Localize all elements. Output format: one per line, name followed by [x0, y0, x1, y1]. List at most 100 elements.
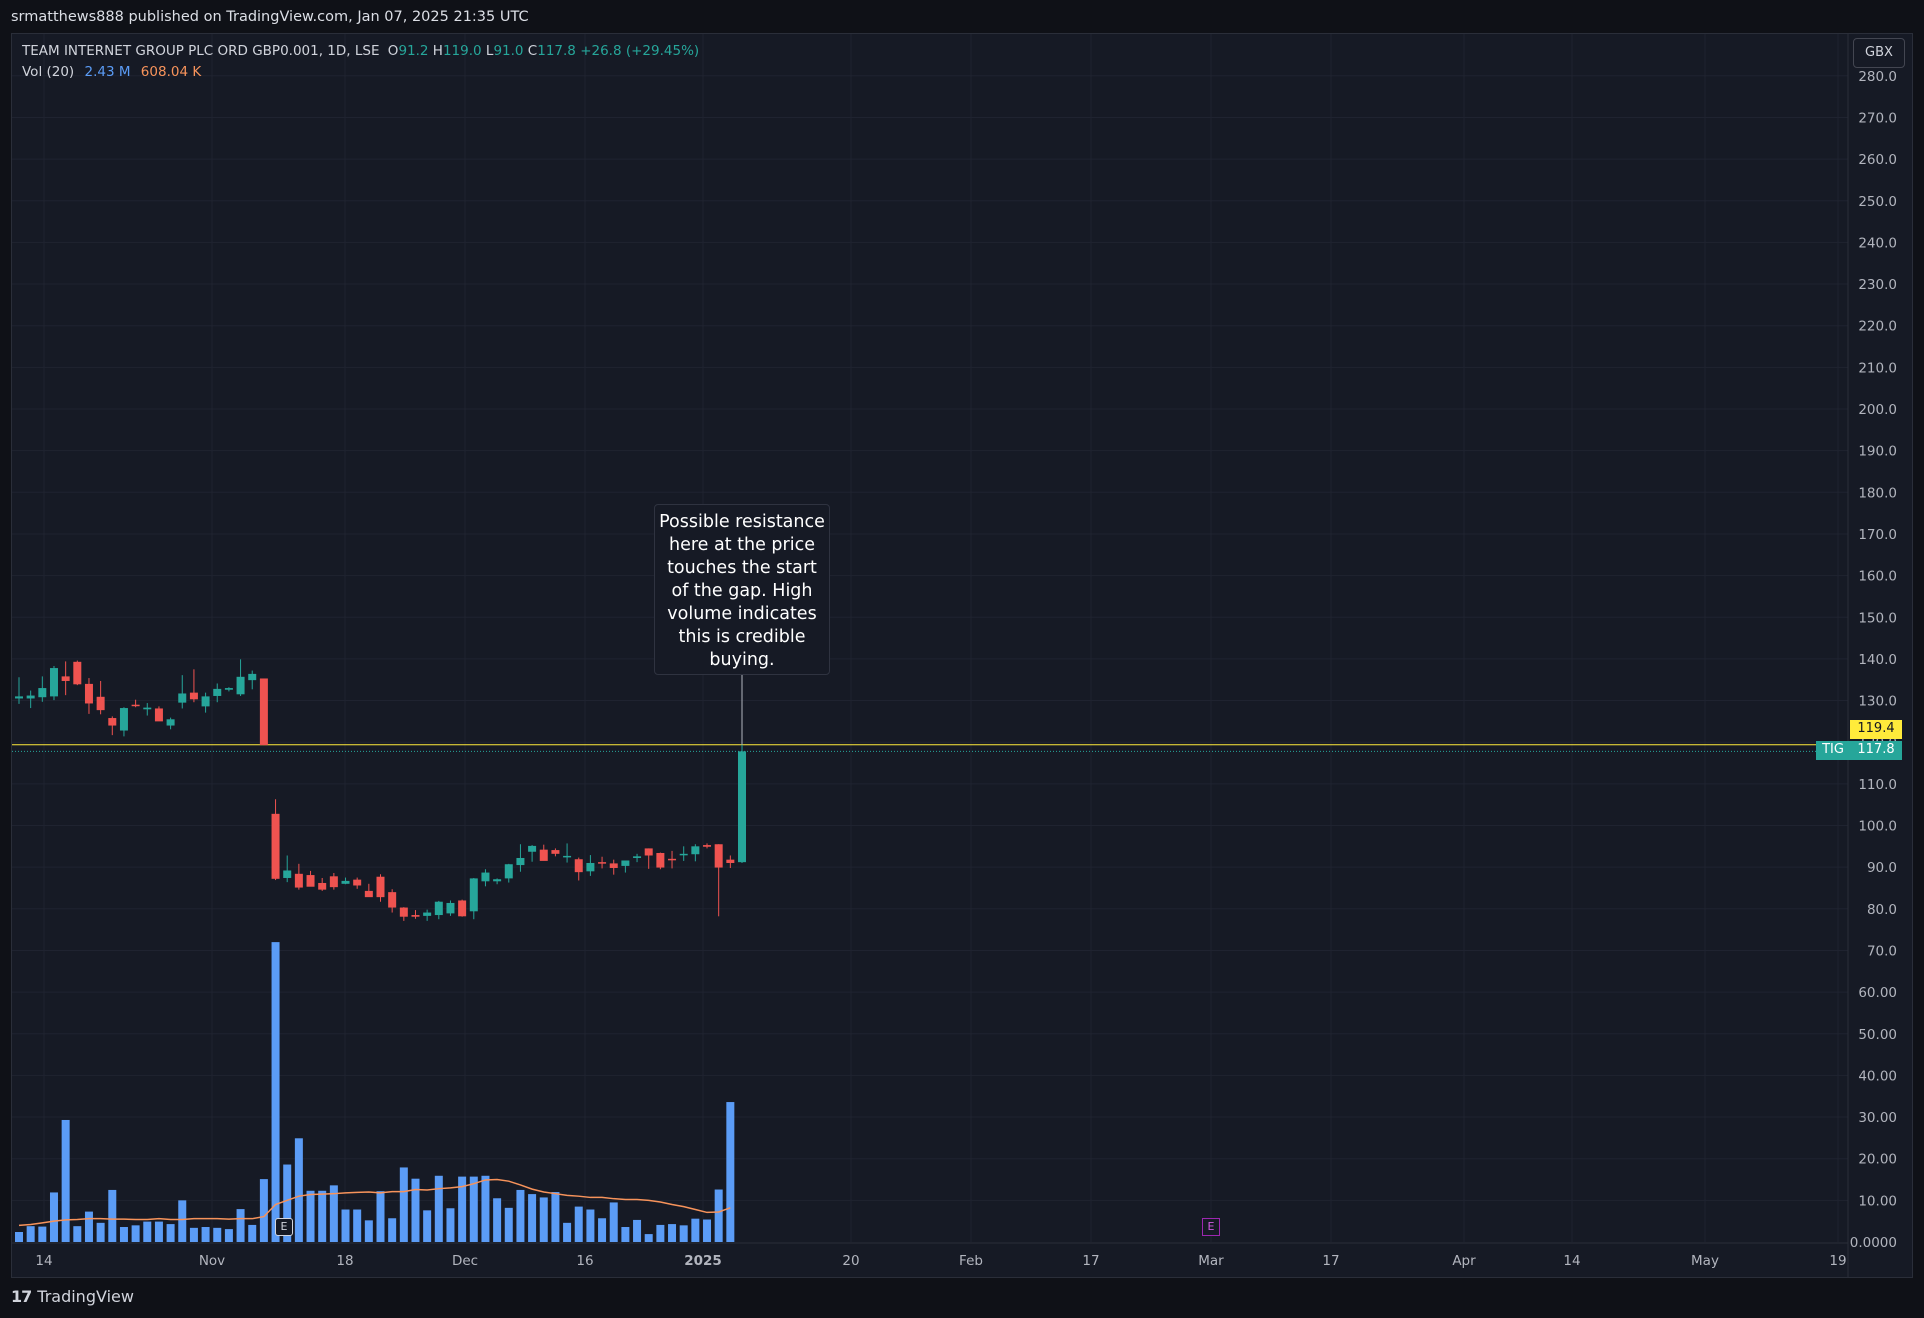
candle-body	[154, 708, 163, 722]
candle-body	[329, 876, 338, 888]
candle-body	[644, 848, 653, 856]
legend-high-value: 119.0	[442, 43, 482, 59]
volume-bar	[586, 1209, 595, 1242]
volume-bar	[726, 1102, 735, 1242]
x-tick-label: 17	[1082, 1253, 1099, 1269]
volume-bar	[598, 1218, 607, 1242]
candle-body	[119, 708, 128, 731]
y-tick-label: 170.0	[1858, 527, 1897, 543]
volume-bar	[528, 1194, 537, 1242]
candle-body	[551, 850, 560, 854]
tradingview-logo-icon: 17	[11, 1287, 32, 1306]
legend-close-label: C	[527, 43, 538, 59]
candle-body	[26, 695, 35, 699]
candle-body	[738, 751, 746, 863]
y-tick-label: 210.0	[1858, 360, 1897, 376]
volume-bar	[283, 1164, 292, 1242]
y-tick-label: 150.0	[1858, 610, 1897, 626]
candle-body	[633, 856, 642, 858]
y-tick-label: 190.0	[1858, 444, 1897, 460]
legend-low-value: 91.0	[493, 43, 524, 59]
candle-body	[714, 844, 723, 868]
candle-body	[493, 879, 502, 882]
candle-body	[411, 915, 420, 917]
earnings-marker-upcoming[interactable]: E	[1202, 1218, 1220, 1236]
candle-body	[84, 683, 93, 704]
candle-body	[481, 872, 490, 882]
candle-body	[213, 688, 222, 696]
volume-bar	[329, 1185, 338, 1242]
footer-brand: 17 TradingView	[11, 1287, 134, 1306]
y-tick-label: 220.0	[1858, 319, 1897, 335]
candle-body	[539, 849, 548, 861]
legend-high-label: H	[432, 43, 443, 59]
candle-body	[96, 696, 105, 711]
volume-bar	[15, 1232, 23, 1242]
volume-bar	[341, 1209, 350, 1242]
volume-bar	[318, 1190, 327, 1242]
earnings-marker-past[interactable]: E	[275, 1218, 293, 1236]
legend-close-value: 117.8	[537, 43, 576, 59]
volume-legend: Vol (20) 2.43 M 608.04 K	[22, 64, 201, 80]
volume-bar	[259, 1179, 268, 1242]
y-tick-label: 20.00	[1858, 1152, 1897, 1168]
y-tick-label: 70.0	[1867, 943, 1897, 959]
candle-body	[189, 692, 198, 700]
volume-bar	[434, 1175, 443, 1242]
volume-bar	[446, 1208, 455, 1242]
legend-open-value: 91.2	[398, 43, 429, 59]
candle-body	[691, 846, 700, 855]
volume-bar	[353, 1209, 362, 1242]
volume-ma-line	[18, 1178, 731, 1227]
header-bar: srmatthews888 published on TradingView.c…	[0, 0, 1924, 32]
y-tick-label: 30.00	[1858, 1110, 1897, 1126]
candle-body	[38, 688, 47, 698]
y-tick-label: 240.0	[1858, 235, 1897, 251]
candle-body	[49, 668, 58, 697]
volume-bar	[73, 1226, 82, 1242]
candle-body	[458, 900, 467, 917]
currency-button[interactable]: GBX	[1853, 38, 1905, 68]
candle-body	[178, 693, 187, 703]
candle-body	[609, 863, 618, 868]
volume-bar	[294, 1138, 303, 1242]
volume-bar	[516, 1189, 525, 1242]
candle-body	[586, 862, 595, 872]
volume-bar	[143, 1221, 152, 1242]
volume-bar	[119, 1227, 128, 1242]
candle-body	[679, 853, 688, 856]
volume-bar	[656, 1224, 665, 1242]
volume-ma-value: 608.04 K	[140, 64, 202, 80]
chart-frame[interactable]	[11, 33, 1913, 1278]
candle-body	[306, 875, 315, 887]
x-tick-label: Feb	[959, 1253, 983, 1269]
candle-body	[656, 852, 665, 868]
candle-body	[236, 676, 245, 695]
candle-body	[166, 719, 175, 726]
candle-body	[528, 845, 537, 852]
volume-bar	[38, 1226, 47, 1242]
candle-body	[423, 912, 432, 916]
published-info: srmatthews888 published on TradingView.c…	[11, 9, 529, 25]
candle-body	[574, 859, 583, 873]
candle-body	[668, 858, 677, 861]
candle-body	[131, 704, 140, 707]
y-tick-label: 180.0	[1858, 485, 1897, 501]
volume-bar	[399, 1167, 408, 1242]
ticker-tag: TIG	[1816, 741, 1850, 760]
x-tick-label: 16	[576, 1253, 593, 1269]
x-tick-label: 19	[1829, 1253, 1846, 1269]
candle-body	[388, 892, 397, 908]
y-tick-label: 140.0	[1858, 652, 1897, 668]
y-tick-label: 270.0	[1858, 110, 1897, 126]
volume-bar	[108, 1189, 117, 1242]
text-annotation[interactable]: Possible resistance here at the price to…	[654, 504, 830, 675]
legend-low-label: L	[485, 43, 494, 59]
volume-bar	[691, 1218, 700, 1242]
y-tick-label: 90.0	[1867, 860, 1897, 876]
volume-bar	[178, 1200, 187, 1242]
candle-body	[318, 882, 327, 890]
volume-bar	[714, 1189, 723, 1242]
volume-bar	[166, 1224, 175, 1242]
